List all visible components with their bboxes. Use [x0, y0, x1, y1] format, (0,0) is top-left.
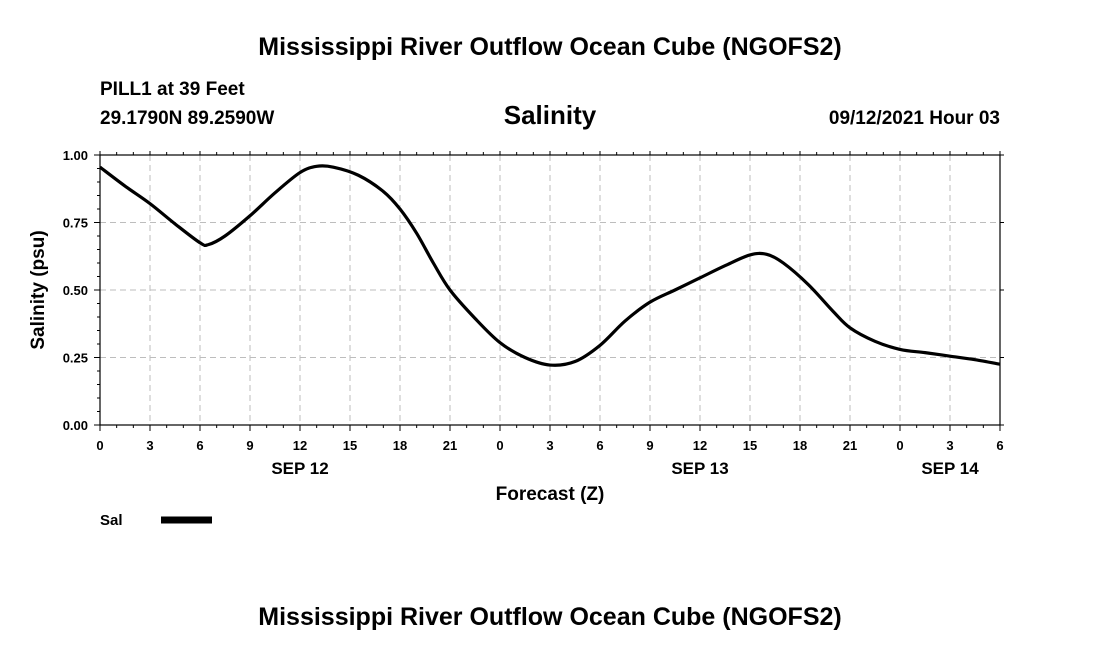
x-tick-label: 0 — [896, 438, 903, 453]
y-tick-label: 0.25 — [63, 351, 88, 366]
chart-title: Mississippi River Outflow Ocean Cube (NG… — [258, 33, 841, 61]
day-label: SEP 14 — [921, 459, 979, 478]
x-tick-label: 6 — [996, 438, 1003, 453]
x-tick-label: 15 — [343, 438, 357, 453]
x-tick-label: 9 — [246, 438, 253, 453]
y-tick-label: 0.00 — [63, 418, 88, 433]
plot-frame — [99, 154, 1001, 426]
legend-label: Sal — [100, 512, 123, 529]
x-tick-label: 21 — [843, 438, 857, 453]
x-tick-label: 18 — [793, 438, 807, 453]
x-tick-label: 0 — [496, 438, 503, 453]
x-tick-label: 18 — [393, 438, 407, 453]
day-label: SEP 13 — [671, 459, 728, 478]
variable-label: Salinity — [504, 100, 597, 130]
series-line-sal — [99, 164, 1001, 367]
y-tick-label: 1.00 — [63, 148, 88, 163]
y-tick-label: 0.75 — [63, 216, 88, 231]
x-axis-label: Forecast (Z) — [496, 484, 605, 505]
legend: Sal — [100, 512, 212, 529]
y-tick-label: 0.50 — [63, 283, 88, 298]
x-tick-label: 3 — [946, 438, 953, 453]
x-tick-label: 3 — [546, 438, 553, 453]
x-tick-label: 6 — [596, 438, 603, 453]
station-label: PILL1 at 39 Feet — [100, 79, 245, 100]
x-tick-label: 12 — [693, 438, 707, 453]
x-tick-label: 3 — [146, 438, 153, 453]
axes — [94, 151, 1004, 431]
tick-labels: 0 3 6 9 12 15 18 21 0 3 6 9 12 15 18 21 0 3 6 0.00 0.25 0.50 0… — [63, 148, 1004, 478]
footer-title: Mississippi River Outflow Ocean Cube (NG… — [258, 603, 841, 631]
x-tick-label: 21 — [443, 438, 457, 453]
x-tick-label: 15 — [743, 438, 757, 453]
y-axis-label: Salinity (psu) — [28, 230, 49, 349]
series-layer — [99, 164, 1001, 367]
coordinates-label: 29.1790N 89.2590W — [100, 108, 274, 129]
day-label: SEP 12 — [271, 459, 328, 478]
x-tick-label: 9 — [646, 438, 653, 453]
x-tick-label: 0 — [96, 438, 103, 453]
x-tick-label: 6 — [196, 438, 203, 453]
grid-lines — [100, 155, 1000, 425]
x-tick-label: 12 — [293, 438, 307, 453]
datetime-label: 09/12/2021 Hour 03 — [829, 108, 1000, 129]
